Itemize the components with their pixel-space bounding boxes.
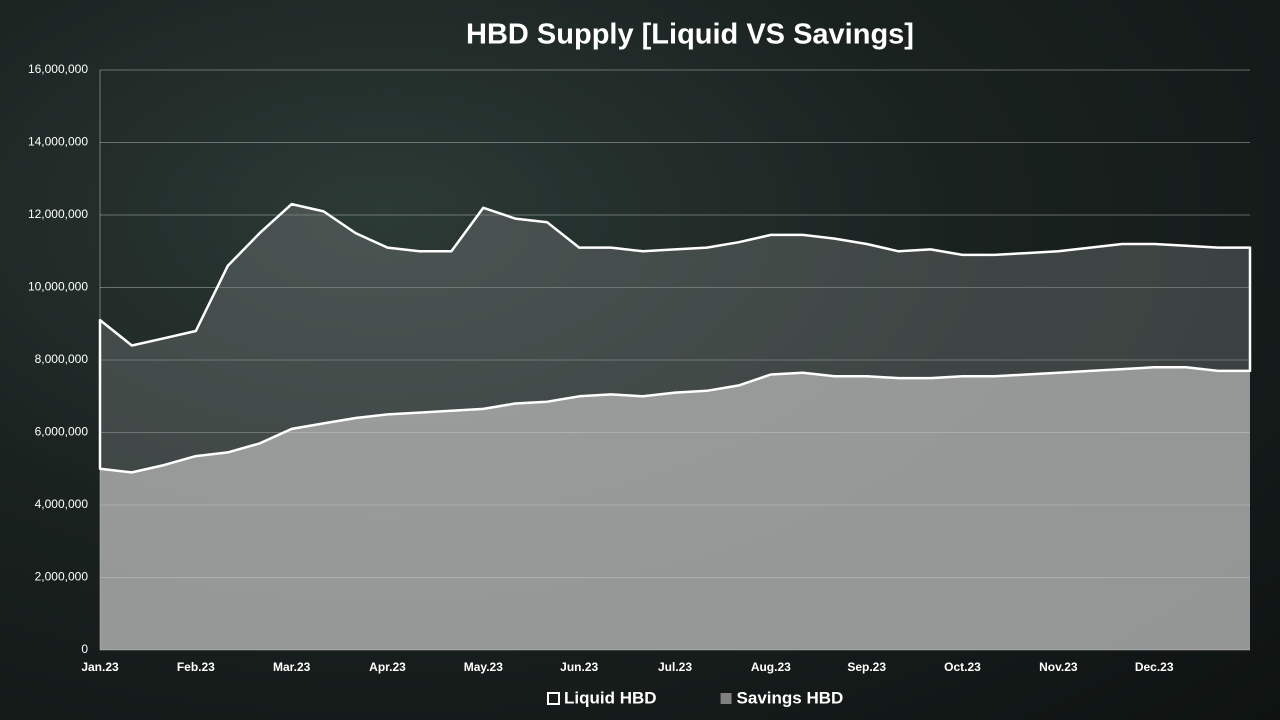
- y-tick-label: 14,000,000: [28, 135, 88, 149]
- y-tick-label: 0: [81, 642, 88, 656]
- y-tick-label: 12,000,000: [28, 207, 88, 221]
- chart-title: HBD Supply [Liquid VS Savings]: [466, 19, 914, 51]
- legend-swatch: [720, 693, 732, 704]
- y-tick-label: 6,000,000: [35, 425, 89, 439]
- area: [100, 367, 1250, 650]
- y-tick-label: 10,000,000: [28, 280, 88, 294]
- x-tick-label: Sep.23: [847, 660, 886, 674]
- x-tick-label: May.23: [464, 660, 503, 674]
- x-tick-label: Mar.23: [273, 660, 311, 674]
- area: [98, 202, 1252, 474]
- y-tick-label: 2,000,000: [35, 570, 89, 584]
- x-tick-label: Nov.23: [1039, 660, 1078, 674]
- y-tick-label: 8,000,000: [35, 352, 89, 366]
- x-tick-label: Oct.23: [944, 660, 981, 674]
- x-tick-label: Jul.23: [658, 660, 692, 674]
- y-tick-label: 4,000,000: [35, 497, 89, 511]
- x-tick-label: Jan.23: [81, 660, 119, 674]
- legend-label: Savings HBD: [737, 688, 844, 707]
- x-tick-label: Apr.23: [369, 660, 406, 674]
- x-tick-label: Dec.23: [1135, 660, 1174, 674]
- x-tick-label: Aug.23: [751, 660, 791, 674]
- legend-swatch: [547, 692, 560, 705]
- x-tick-label: Feb.23: [177, 660, 215, 674]
- legend-label: Liquid HBD: [564, 688, 657, 707]
- y-tick-label: 16,000,000: [28, 62, 88, 76]
- x-tick-label: Jun.23: [560, 660, 598, 674]
